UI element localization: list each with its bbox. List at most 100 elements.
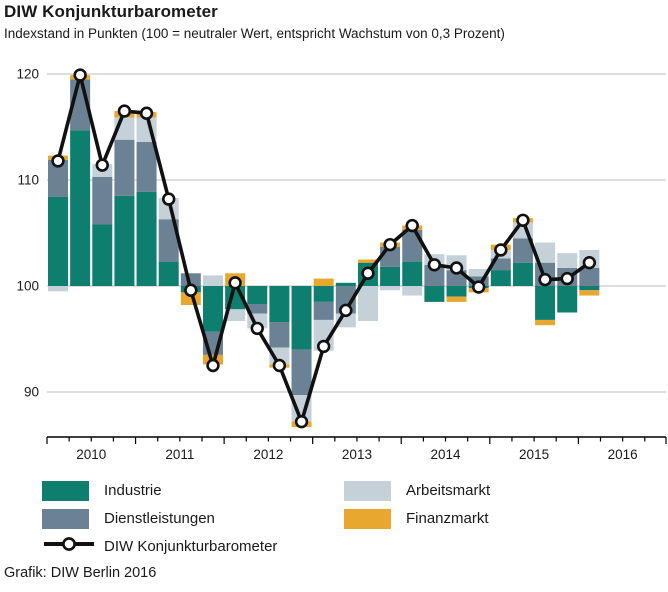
legend-label: DIW Konjunkturbarometer xyxy=(104,538,278,555)
bar-segment-dienstleistungen xyxy=(92,176,113,225)
bar-segment-dienstleistungen xyxy=(291,349,312,396)
barometer-point xyxy=(449,261,464,275)
legend: Industrie Arbeitsmarkt Dienstleistungen … xyxy=(42,480,642,564)
bar-segment-dienstleistungen xyxy=(136,141,157,192)
bar-segment-dienstleistungen xyxy=(313,301,334,320)
bar-segment-industrie xyxy=(247,286,268,305)
bar-segment-industrie xyxy=(335,282,356,286)
barometer-point xyxy=(405,218,419,233)
bar-segment-dienstleistungen xyxy=(269,322,290,348)
bar-segment-finanzmarkt xyxy=(446,296,467,302)
barometer-point xyxy=(139,106,154,120)
legend-label: Industrie xyxy=(104,482,162,499)
legend-row: Industrie Arbeitsmarkt xyxy=(42,480,642,501)
bar-segment-industrie xyxy=(158,261,179,286)
bar-segment-dienstleistungen xyxy=(579,267,600,286)
barometer-point xyxy=(516,213,530,227)
barometer-point xyxy=(582,255,597,270)
barometer-point xyxy=(339,303,353,318)
y-axis-label: 120 xyxy=(16,67,39,82)
barometer-point xyxy=(228,276,242,290)
bar-segment-industrie xyxy=(92,224,113,286)
bar-segment-industrie xyxy=(490,270,511,286)
bar-segment-arbeitsmarkt xyxy=(380,286,401,291)
barometer-chart: 90 100 110 120 2010 2011 2012 2013 2014 2015 2016 xyxy=(16,67,667,462)
barometer-point xyxy=(184,283,198,297)
page-title: DIW Konjunkturbarometer xyxy=(4,2,218,21)
x-axis-label: 2013 xyxy=(342,447,372,462)
bar-segment-arbeitsmarkt xyxy=(48,286,68,292)
barometer-point xyxy=(361,266,375,280)
barometer-point xyxy=(95,158,109,172)
barometer-point xyxy=(73,68,87,82)
bar-segment-arbeitsmarkt xyxy=(557,253,578,268)
barometer-point xyxy=(51,154,65,168)
barometer-point xyxy=(383,237,397,252)
bar-segment-industrie xyxy=(291,286,312,350)
bar-segment-industrie xyxy=(48,196,68,286)
bar-segment-arbeitsmarkt xyxy=(468,269,489,277)
y-axis-label: 90 xyxy=(24,385,39,400)
bar-segment-industrie xyxy=(512,262,533,286)
x-axis-label: 2015 xyxy=(519,447,549,462)
bar-segment-dienstleistungen xyxy=(512,238,533,263)
bar-segment-dienstleistungen xyxy=(48,159,68,197)
legend-item-barometer-line: DIW Konjunkturbarometer xyxy=(42,536,344,557)
bar-segment-arbeitsmarkt xyxy=(402,286,423,296)
barometer-point xyxy=(560,271,574,286)
barometer-point xyxy=(427,258,442,272)
barometer-point xyxy=(471,280,486,294)
y-axis-label: 100 xyxy=(16,279,39,294)
barometer-point xyxy=(294,414,309,429)
bar-segment-industrie xyxy=(202,286,223,332)
legend-item-dienstleistungen: Dienstleistungen xyxy=(42,508,344,529)
bar-segment-dienstleistungen xyxy=(114,139,135,196)
x-axis-label: 2016 xyxy=(608,447,638,462)
industrie-swatch xyxy=(42,480,89,501)
barometer-point xyxy=(494,243,508,257)
bar-segment-dienstleistungen xyxy=(247,304,268,314)
legend-item-industrie: Industrie xyxy=(42,480,344,501)
legend-label: Arbeitsmarkt xyxy=(406,482,491,499)
bar-segment-finanzmarkt xyxy=(579,290,600,296)
credit-line: Grafik: DIW Berlin 2016 xyxy=(4,565,157,581)
bar-segment-industrie xyxy=(446,286,467,297)
arbeitsmarkt-swatch xyxy=(344,480,391,501)
bar-segment-finanzmarkt xyxy=(313,278,334,286)
finanzmarkt-swatch xyxy=(344,508,391,529)
legend-row: DIW Konjunkturbarometer xyxy=(42,536,642,557)
bar-segment-finanzmarkt xyxy=(535,319,556,326)
chart-subtitle: Indexstand in Punkten (100 = neutraler W… xyxy=(4,26,505,41)
barometer-point xyxy=(272,358,287,373)
y-axis-label: 110 xyxy=(17,173,39,188)
bar-segment-industrie xyxy=(535,286,556,320)
bar-segment-industrie xyxy=(579,286,600,291)
bar-segment-industrie xyxy=(424,286,445,302)
bar-segment-industrie xyxy=(269,286,290,323)
bar-segment-industrie xyxy=(114,195,135,286)
dienstleistungen-swatch xyxy=(42,508,89,529)
bar-segment-arbeitsmarkt xyxy=(225,309,246,321)
x-axis-label: 2010 xyxy=(76,447,106,462)
barometer-point xyxy=(206,358,220,373)
legend-row: Dienstleistungen Finanzmarkt xyxy=(42,508,642,529)
bar-segment-dienstleistungen xyxy=(424,264,445,286)
x-axis-label: 2011 xyxy=(165,447,194,462)
bar-segment-industrie xyxy=(380,266,401,286)
bar-segment-industrie xyxy=(313,286,334,302)
legend-label: Dienstleistungen xyxy=(104,510,215,527)
barometer-point xyxy=(538,272,552,287)
bar-segment-arbeitsmarkt xyxy=(357,286,378,321)
bar-segment-dienstleistungen xyxy=(158,219,179,262)
bar-segment-finanzmarkt xyxy=(357,259,378,263)
x-axis-label: 2014 xyxy=(430,447,461,462)
barometer-point xyxy=(250,321,264,336)
barometer-point xyxy=(162,192,176,206)
bar-segment-arbeitsmarkt xyxy=(202,275,223,286)
legend-label: Finanzmarkt xyxy=(406,510,489,527)
bar-segment-industrie xyxy=(557,286,578,313)
line-marker-symbol xyxy=(42,536,104,557)
bar-segment-industrie xyxy=(70,130,91,286)
bar-segment-industrie xyxy=(136,191,157,286)
bar-segment-industrie xyxy=(402,261,423,286)
